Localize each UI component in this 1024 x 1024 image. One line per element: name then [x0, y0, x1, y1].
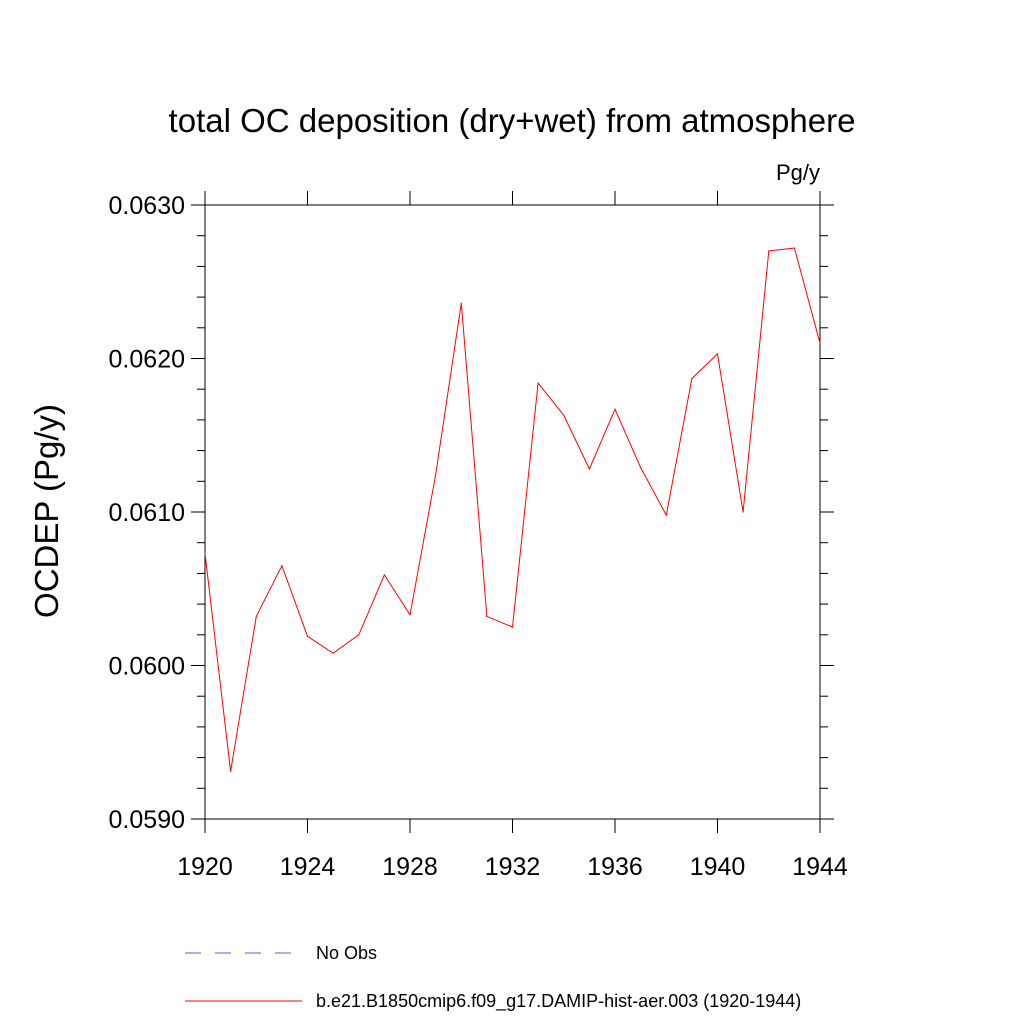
x-tick-label: 1924 [280, 853, 336, 881]
data-point [486, 615, 488, 617]
y-tick-label: 0.0600 [109, 653, 185, 681]
legend: No Obs b.e21.B1850cmip6.f09_g17.DAMIP-hi… [185, 943, 801, 1012]
series-layer [204, 247, 821, 773]
data-point [204, 552, 206, 555]
y-tick-label: 0.0630 [109, 192, 185, 220]
data-point [537, 382, 539, 384]
units-label: Pg/y [776, 160, 820, 185]
data-point [691, 377, 693, 380]
data-point [383, 574, 385, 576]
plot-frame [204, 204, 821, 820]
data-point [306, 635, 309, 637]
legend-label-series: b.e21.B1850cmip6.f09_g17.DAMIP-hist-aer.… [316, 991, 801, 1012]
data-point [588, 468, 590, 470]
y-axis-ticks: 0.0590 0.0600 0.0610 0.0620 0.0630 [109, 192, 834, 834]
x-tick-label: 1940 [690, 853, 746, 881]
x-tick-label: 1944 [792, 853, 848, 881]
data-point [640, 466, 642, 469]
data-point [255, 615, 257, 617]
data-point [665, 514, 667, 516]
chart-title: total OC deposition (dry+wet) from atmos… [169, 102, 856, 139]
data-point [409, 614, 411, 616]
x-tick-label: 1928 [382, 853, 438, 881]
series-line [204, 247, 821, 772]
data-point [742, 511, 744, 513]
x-tick-label: 1920 [177, 853, 233, 881]
x-axis-ticks: 1920 1924 1928 1932 1936 1940 1944 [177, 191, 848, 881]
x-tick-label: 1932 [485, 853, 541, 881]
data-point [768, 250, 770, 252]
data-point [435, 474, 437, 476]
data-point [230, 770, 232, 773]
data-point [460, 302, 462, 304]
data-point [281, 565, 283, 567]
data-point [358, 634, 360, 636]
y-tick-label: 0.0590 [109, 806, 185, 834]
data-point [716, 353, 719, 355]
y-tick-label: 0.0620 [109, 346, 185, 374]
data-point [819, 342, 821, 344]
y-tick-label: 0.0610 [109, 499, 185, 527]
data-point [511, 626, 514, 628]
data-point [793, 247, 795, 249]
x-tick-label: 1936 [587, 853, 643, 881]
legend-label-no-obs: No Obs [316, 943, 377, 963]
data-point [614, 408, 616, 410]
y-axis-label: OCDEP (Pg/y) [28, 404, 65, 618]
data-point [332, 652, 334, 654]
data-point [563, 414, 565, 416]
